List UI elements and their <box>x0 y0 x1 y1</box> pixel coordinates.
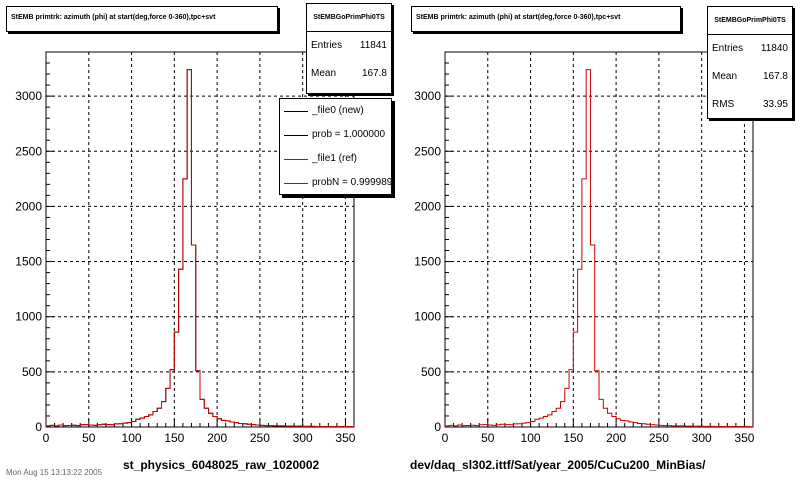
right-y-tick-label-1500: 1500 <box>414 255 441 269</box>
right-stats-rms-label: RMS <box>712 99 735 110</box>
right-x-tick-label-350: 350 <box>734 431 754 445</box>
legend-swatch-file1 <box>284 159 308 160</box>
legend-swatch-probn <box>284 183 308 184</box>
legend-swatch-file0 <box>284 111 308 112</box>
left-y-tick-label-1500: 1500 <box>15 255 42 269</box>
right-stats-rms-value: 33.95 <box>762 99 788 110</box>
right-x-tick-label-0: 0 <box>442 431 449 445</box>
left-y-tick-label-2500: 2500 <box>15 144 42 158</box>
left-y-tick-label-3000: 3000 <box>15 89 42 103</box>
left-x-tick-label-200: 200 <box>207 431 227 445</box>
right-x-tick-label-300: 300 <box>692 431 712 445</box>
right-y-tick-label-0: 0 <box>434 420 441 434</box>
right-x-tick-label-150: 150 <box>563 431 583 445</box>
right-plot-title: StEMB primtrk: azimuth (phi) at start(de… <box>411 6 681 32</box>
left-series-1 <box>45 69 355 428</box>
left-stats-entries-label: Entries <box>311 40 343 51</box>
right-stats-box: StEMBGoPrimPhi0TS Entries 11840 Mean 167… <box>707 6 793 119</box>
left-footer: st_physics_6048025_raw_1020002 <box>123 458 320 472</box>
legend-entry-file1: _file1 (ref) <box>280 147 391 171</box>
left-stats-mean-label: Mean <box>311 68 337 79</box>
right-y-tick-label-2000: 2000 <box>414 199 441 213</box>
legend-swatch-prob <box>284 135 308 136</box>
right-stats-mean-label: Mean <box>712 71 738 82</box>
right-stats-mean-value: 167.8 <box>762 71 788 82</box>
right-footer: dev/daq_sl302.ittf/Sat/year_2005/CuCu200… <box>410 458 706 472</box>
left-x-tick-label-350: 350 <box>335 431 355 445</box>
left-stats-mean-value: 167.8 <box>361 68 387 79</box>
left-x-tick-label-50: 50 <box>82 431 96 445</box>
right-stats-rms-row: RMS 33.95 <box>708 91 792 119</box>
left-y-tick-label-1000: 1000 <box>15 310 42 324</box>
legend-label-file0: _file0 (new) <box>312 105 364 116</box>
datestamp: Mon Aug 15 13:13:22 2005 <box>6 468 103 477</box>
left-stats-mean-row: Mean 167.8 <box>307 60 391 88</box>
left-stats-entries-row: Entries 11841 <box>307 32 391 60</box>
left-stats-entries-value: 11841 <box>359 40 387 51</box>
right-stats-entries-value: 11840 <box>760 43 788 54</box>
legend-label-prob: prob = 1.000000 <box>312 129 386 140</box>
left-y-tick-label-500: 500 <box>22 365 42 379</box>
right-stats-entries-label: Entries <box>712 43 744 54</box>
legend-entry-probn: probN = 0.999989 <box>280 171 392 194</box>
left-x-tick-label-0: 0 <box>43 431 50 445</box>
legend-label-file1: _file1 (ref) <box>312 153 358 164</box>
left-stats-box: StEMBGoPrimPhi0TS Entries 11841 Mean 167… <box>306 3 392 94</box>
right-y-tick-label-1000: 1000 <box>414 310 441 324</box>
right-x-tick-label-100: 100 <box>521 431 541 445</box>
right-x-tick-label-250: 250 <box>649 431 669 445</box>
right-x-tick-label-200: 200 <box>606 431 626 445</box>
left-x-tick-label-300: 300 <box>293 431 313 445</box>
left-y-tick-label-0: 0 <box>35 420 42 434</box>
legend-entry-prob: prob = 1.000000 <box>280 123 391 147</box>
left-x-tick-label-100: 100 <box>122 431 142 445</box>
left-x-tick-label-150: 150 <box>164 431 184 445</box>
left-x-tick-label-250: 250 <box>250 431 270 445</box>
right-stats-name: StEMBGoPrimPhi0TS <box>708 7 792 35</box>
right-y-tick-label-500: 500 <box>421 365 441 379</box>
right-x-tick-label-50: 50 <box>481 431 495 445</box>
right-y-tick-label-2500: 2500 <box>414 144 441 158</box>
legend-label-probn: probN = 0.999989 <box>312 177 392 188</box>
left-legend: _file0 (new) prob = 1.000000 _file1 (ref… <box>279 98 392 195</box>
right-stats-mean-row: Mean 167.8 <box>708 63 792 91</box>
left-plot-title: StEMB primtrk: azimuth (phi) at start(de… <box>6 6 278 32</box>
right-stats-entries-row: Entries 11840 <box>708 35 792 63</box>
right-y-tick-label-3000: 3000 <box>414 89 441 103</box>
right-series-0 <box>444 69 754 428</box>
left-stats-name: StEMBGoPrimPhi0TS <box>307 4 391 32</box>
left-y-tick-label-2000: 2000 <box>15 199 42 213</box>
legend-entry-file0: _file0 (new) <box>280 99 391 123</box>
